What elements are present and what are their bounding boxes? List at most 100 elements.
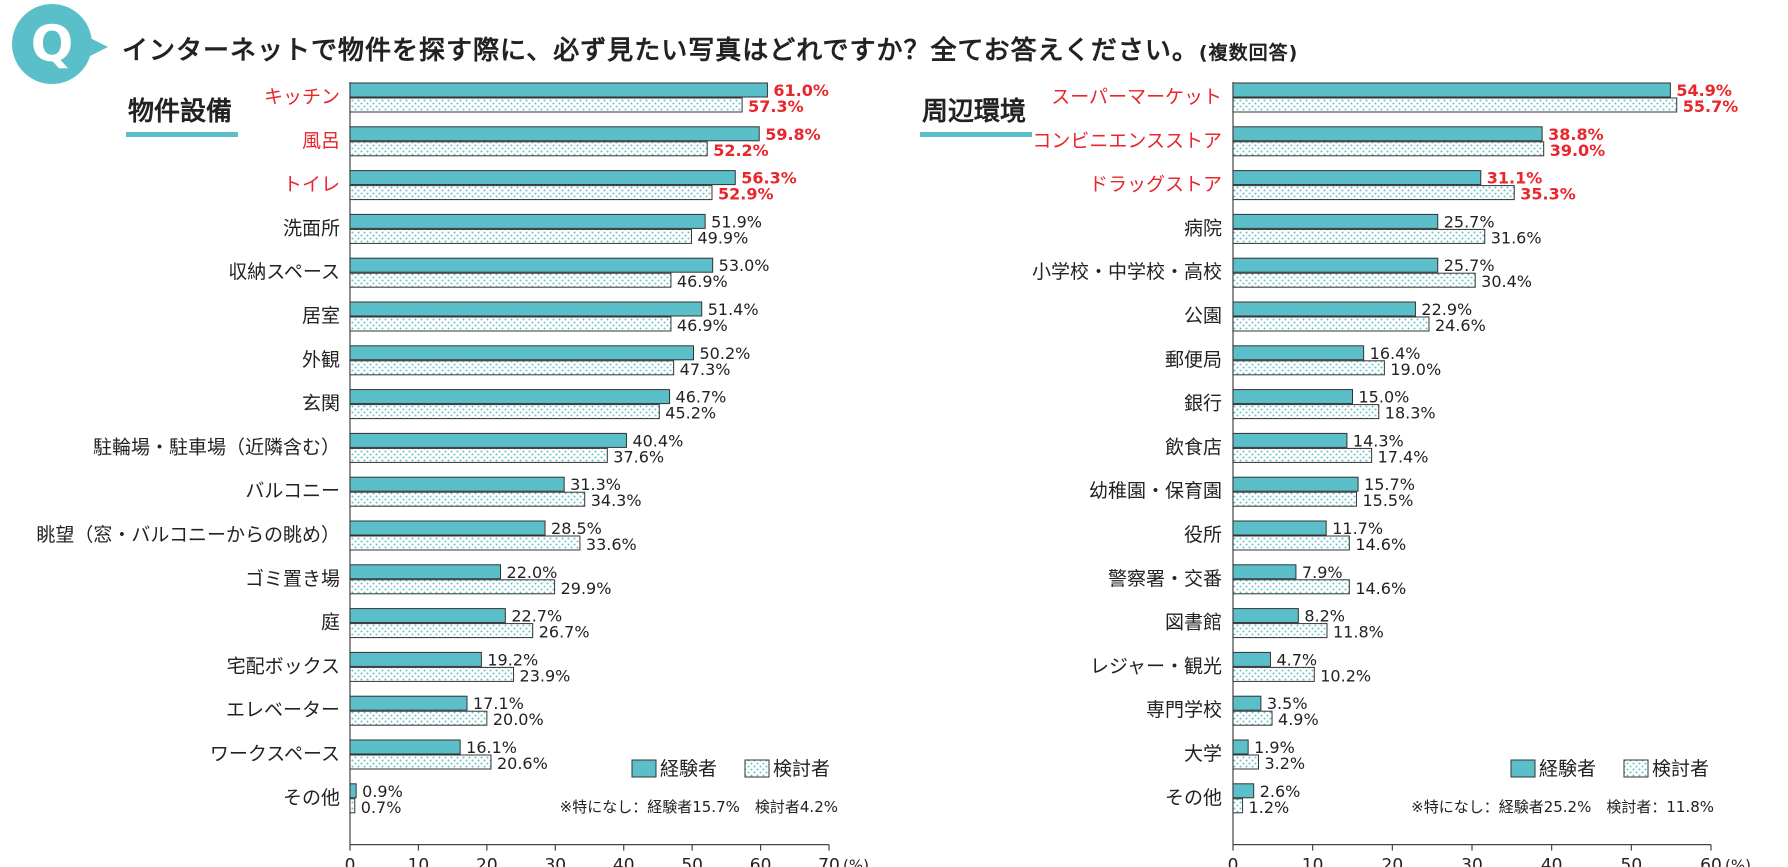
data-label-experienced: 8.2% bbox=[1304, 607, 1345, 626]
data-label-experienced: 16.4% bbox=[1370, 344, 1421, 363]
chart-title-underline bbox=[126, 132, 238, 137]
category-label: その他 bbox=[1165, 787, 1222, 809]
bar-considering bbox=[1232, 228, 1486, 244]
bar-experienced bbox=[349, 520, 546, 536]
data-label-experienced: 59.8% bbox=[765, 125, 821, 144]
category-label: ゴミ置き場 bbox=[245, 568, 340, 590]
category-label: その他 bbox=[283, 787, 340, 809]
data-label-experienced: 22.9% bbox=[1421, 300, 1472, 319]
bar-considering bbox=[1232, 754, 1259, 770]
question-header: Q インターネットで物件を探す際に、必ず見たい写真はどれですか？全てお答えくださ… bbox=[0, 0, 1788, 90]
category-label: 病院 bbox=[1184, 217, 1222, 239]
bar-experienced bbox=[1232, 126, 1543, 142]
category-label: 洗面所 bbox=[283, 217, 340, 239]
chart-title-underline bbox=[920, 132, 1032, 137]
category-label: 警察署・交番 bbox=[1108, 568, 1222, 590]
category-label: ドラッグストア bbox=[1089, 174, 1222, 196]
category-label: 郵便局 bbox=[1165, 349, 1222, 371]
bar-considering bbox=[349, 754, 492, 770]
data-label-considering: 23.9% bbox=[520, 666, 571, 685]
bar-experienced bbox=[1232, 213, 1439, 229]
bar-experienced bbox=[349, 608, 506, 624]
legend-swatch-considering bbox=[744, 759, 770, 778]
data-label-considering: 52.9% bbox=[718, 185, 774, 204]
data-label-considering: 49.9% bbox=[697, 228, 748, 247]
data-label-considering: 29.9% bbox=[561, 579, 612, 598]
bar-considering bbox=[1232, 491, 1357, 507]
question-text: インターネットで物件を探す際に、必ず見たい写真はどれですか？全てお答えください。… bbox=[122, 30, 1298, 67]
data-label-considering: 52.2% bbox=[713, 141, 769, 160]
bar-experienced bbox=[1232, 432, 1348, 448]
bar-considering bbox=[1232, 710, 1273, 726]
category-label: 宅配ボックス bbox=[227, 655, 340, 677]
x-tick-label: 0 bbox=[345, 856, 356, 867]
bar-experienced bbox=[349, 301, 703, 317]
question-main: インターネットで物件を探す際に、必ず見たい写真はどれですか？全てお答えください。 bbox=[122, 36, 1199, 66]
x-tick-label: 50 bbox=[1621, 856, 1643, 867]
category-label: 大学 bbox=[1184, 743, 1222, 765]
bar-experienced bbox=[349, 651, 482, 667]
data-label-experienced: 31.3% bbox=[570, 475, 621, 494]
legend-swatch-considering bbox=[1623, 759, 1649, 778]
data-label-experienced: 19.2% bbox=[487, 650, 538, 669]
bar-experienced bbox=[1232, 608, 1299, 624]
data-label-considering: 17.4% bbox=[1378, 447, 1429, 466]
data-label-experienced: 56.3% bbox=[741, 169, 797, 188]
category-label: 銀行 bbox=[1184, 393, 1222, 415]
category-label: 玄関 bbox=[302, 393, 340, 415]
data-label-considering: 20.0% bbox=[493, 710, 544, 729]
data-label-considering: 4.9% bbox=[1278, 710, 1319, 729]
category-label: 小学校・中学校・高校 bbox=[1032, 261, 1222, 283]
x-tick-label: 20 bbox=[1382, 856, 1404, 867]
bar-experienced bbox=[1232, 739, 1249, 755]
data-label-experienced: 11.7% bbox=[1332, 519, 1383, 538]
bar-considering bbox=[1232, 141, 1545, 157]
bar-experienced bbox=[349, 389, 671, 405]
bar-experienced bbox=[349, 213, 706, 229]
category-label: コンビニエンスストア bbox=[1032, 130, 1222, 152]
data-label-considering: 45.2% bbox=[665, 404, 716, 423]
bar-experienced bbox=[1232, 345, 1365, 361]
data-label-considering: 0.7% bbox=[361, 798, 402, 817]
x-tick-label: 40 bbox=[613, 856, 635, 867]
chart-title: 物件設備 bbox=[128, 96, 232, 127]
data-label-experienced: 14.3% bbox=[1353, 431, 1404, 450]
category-label: 駐輪場・駐車場（近隣含む） bbox=[93, 436, 340, 458]
bar-considering bbox=[1232, 316, 1430, 332]
bar-considering bbox=[1232, 535, 1350, 551]
category-label: 飲食店 bbox=[1165, 436, 1222, 458]
x-tick-label: 10 bbox=[408, 856, 430, 867]
category-label: 居室 bbox=[302, 305, 340, 327]
bar-experienced bbox=[1232, 389, 1353, 405]
data-label-considering: 35.3% bbox=[1520, 185, 1576, 204]
bar-considering bbox=[1232, 272, 1476, 288]
q-letter: Q bbox=[30, 15, 74, 73]
x-tick-label: 10 bbox=[1302, 856, 1324, 867]
bar-experienced bbox=[1232, 301, 1416, 317]
data-label-experienced: 1.9% bbox=[1254, 738, 1295, 757]
x-tick-label: 40 bbox=[1541, 856, 1563, 867]
bar-considering bbox=[349, 316, 672, 332]
data-label-considering: 24.6% bbox=[1435, 316, 1486, 335]
bar-experienced bbox=[349, 345, 695, 361]
bar-experienced bbox=[1232, 170, 1482, 186]
data-label-experienced: 31.1% bbox=[1487, 169, 1543, 188]
bar-considering bbox=[1232, 185, 1515, 201]
data-label-considering: 15.5% bbox=[1362, 491, 1413, 510]
bar-experienced bbox=[1232, 82, 1671, 98]
category-label: 専門学校 bbox=[1146, 699, 1222, 721]
data-label-considering: 1.2% bbox=[1249, 798, 1290, 817]
data-label-considering: 33.6% bbox=[586, 535, 637, 554]
data-label-experienced: 16.1% bbox=[466, 738, 517, 757]
data-label-considering: 30.4% bbox=[1481, 272, 1532, 291]
footnote: ※特になし：経験者25.2% 検討者：11.8% bbox=[1411, 798, 1714, 816]
bar-considering bbox=[349, 272, 672, 288]
data-label-experienced: 25.7% bbox=[1444, 256, 1495, 275]
category-label: スーパーマーケット bbox=[1051, 86, 1222, 108]
data-label-considering: 19.0% bbox=[1390, 360, 1441, 379]
bar-experienced bbox=[349, 82, 768, 98]
category-label: 公園 bbox=[1184, 305, 1222, 327]
q-badge-tail bbox=[86, 36, 108, 58]
data-label-considering: 46.9% bbox=[677, 316, 728, 335]
